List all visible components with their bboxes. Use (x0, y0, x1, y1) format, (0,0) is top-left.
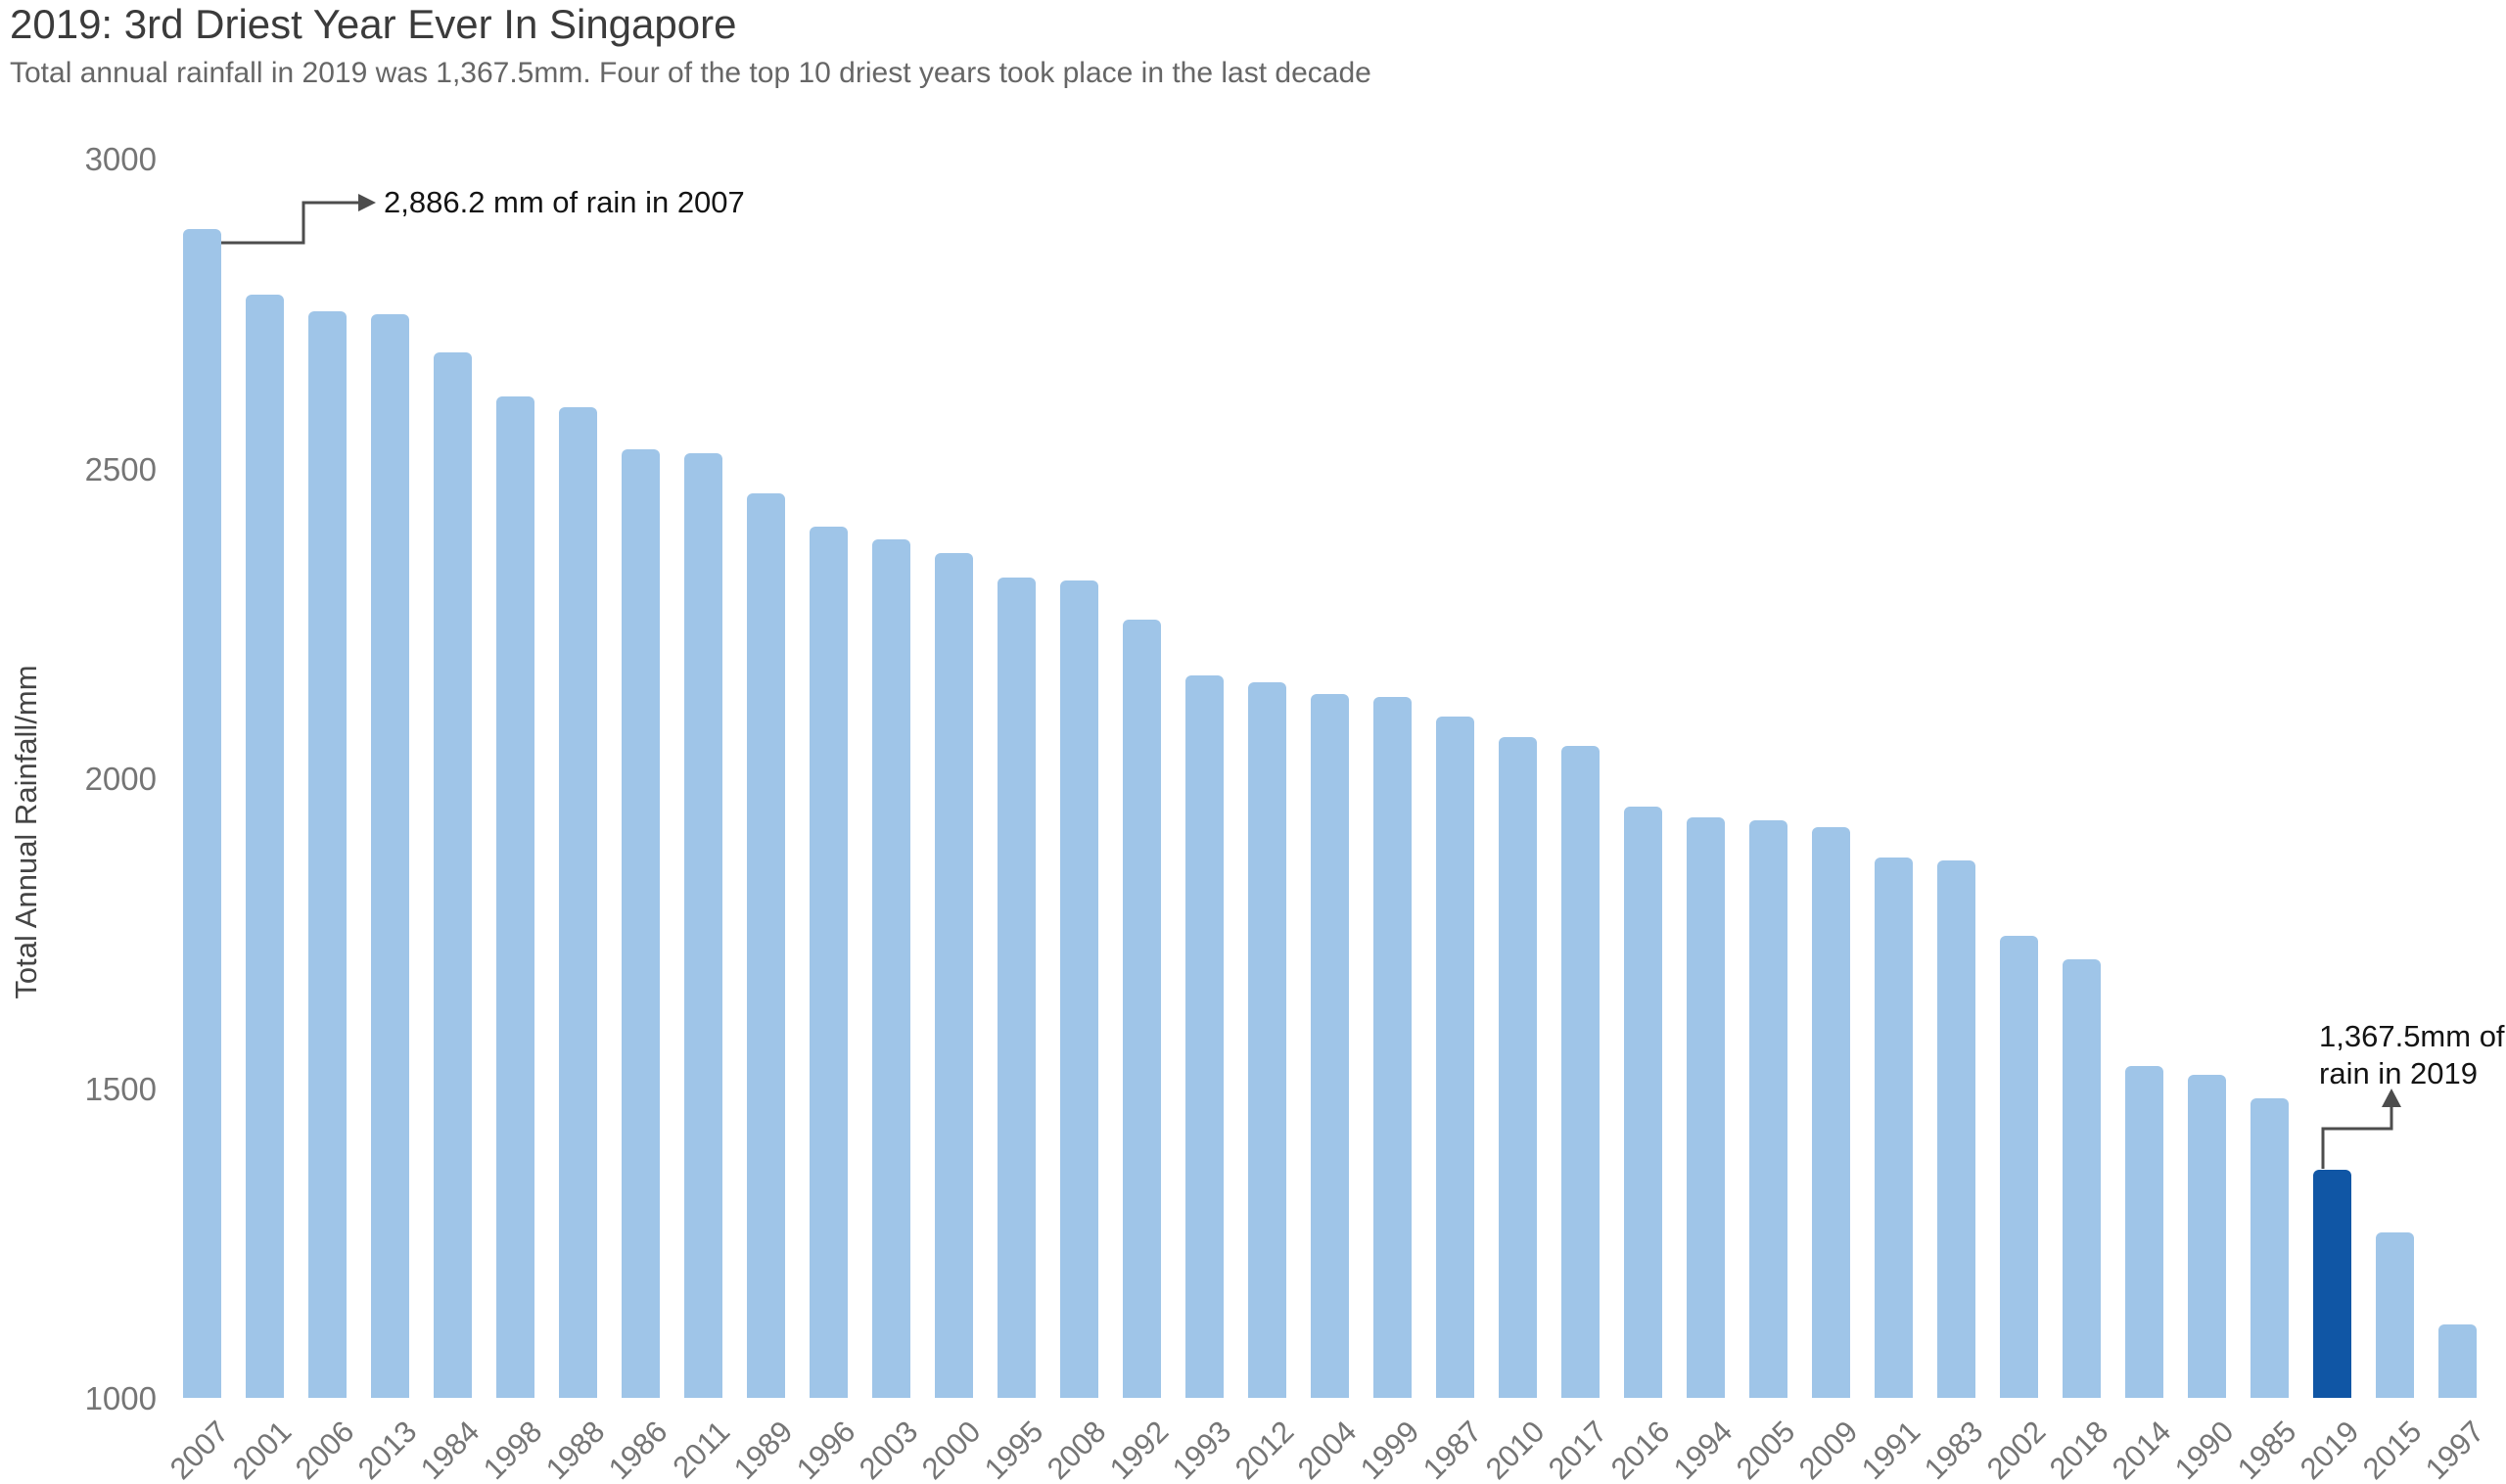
annotation-2019-label: 1,367.5mm of rain in 2019 (2319, 1018, 2505, 1092)
chart-title: 2019: 3rd Driest Year Ever In Singapore (10, 1, 737, 47)
x-tick-2019: 2019 (2293, 1414, 2365, 1484)
annotation-2019-line2: rain in 2019 (2319, 1056, 2479, 1090)
x-tick-1992: 1992 (1102, 1414, 1175, 1484)
x-tick-2002: 2002 (1979, 1414, 2052, 1484)
bar-2009 (1812, 827, 1850, 1398)
bar-2001 (246, 294, 284, 1398)
y-tick-2000: 2000 (84, 761, 157, 797)
bar-2013 (371, 314, 409, 1398)
x-tick-1983: 1983 (1917, 1414, 1989, 1484)
chart-subtitle: Total annual rainfall in 2019 was 1,367.… (10, 57, 1371, 89)
x-tick-1998: 1998 (476, 1414, 548, 1484)
x-tick-1991: 1991 (1854, 1414, 1926, 1484)
bar-2015 (2376, 1231, 2414, 1398)
bar-1996 (810, 527, 848, 1398)
annotation-arrow-2007 (221, 194, 376, 245)
x-tick-2018: 2018 (2042, 1414, 2114, 1484)
bar-2000 (935, 552, 973, 1398)
annotation-arrow-2019 (2321, 1089, 2401, 1169)
bar-2008 (1060, 580, 1098, 1398)
bar-1984 (434, 352, 472, 1398)
bar-2018 (2063, 959, 2101, 1398)
x-tick-1994: 1994 (1666, 1414, 1739, 1484)
bar-1987 (1436, 717, 1474, 1398)
bar-2005 (1749, 820, 1787, 1398)
x-tick-1984: 1984 (413, 1414, 486, 1484)
bar-1993 (1185, 675, 1224, 1398)
x-tick-2015: 2015 (2355, 1414, 2428, 1484)
y-axis-title-text: Total Annual Rainfall/mm (9, 665, 43, 999)
y-tick-1000: 1000 (84, 1380, 157, 1416)
x-tick-2008: 2008 (1040, 1414, 1112, 1484)
x-tick-2007: 2007 (162, 1414, 235, 1484)
bar-2002 (2000, 935, 2038, 1398)
y-tick-2500: 2500 (84, 450, 157, 487)
bar-1999 (1373, 697, 1412, 1398)
x-tick-2004: 2004 (1290, 1414, 1363, 1484)
x-tick-2003: 2003 (852, 1414, 924, 1484)
arrowhead-right-icon (358, 194, 376, 211)
x-tick-2013: 2013 (350, 1414, 423, 1484)
bar-1985 (2251, 1097, 2289, 1398)
x-tick-1999: 1999 (1353, 1414, 1425, 1484)
x-tick-2014: 2014 (2105, 1414, 2177, 1484)
x-tick-2000: 2000 (914, 1414, 987, 1484)
x-tick-1997: 1997 (2418, 1414, 2490, 1484)
annotation-2019-line1: 1,367.5mm of (2319, 1019, 2505, 1053)
bar-2019 (2313, 1170, 2351, 1398)
bar-2014 (2125, 1065, 2163, 1398)
bar-1995 (998, 577, 1036, 1398)
x-tick-1990: 1990 (2167, 1414, 2240, 1484)
bar-1988 (559, 406, 597, 1398)
bar-2010 (1499, 737, 1537, 1398)
x-tick-2005: 2005 (1729, 1414, 1801, 1484)
bar-2004 (1311, 693, 1349, 1398)
x-tick-2009: 2009 (1791, 1414, 1864, 1484)
bar-2016 (1624, 806, 1662, 1398)
x-tick-1989: 1989 (726, 1414, 799, 1484)
x-tick-2006: 2006 (288, 1414, 360, 1484)
x-tick-2001: 2001 (225, 1414, 298, 1484)
y-tick-1500: 1500 (84, 1070, 157, 1107)
bar-2012 (1248, 681, 1286, 1398)
bar-1983 (1937, 860, 1975, 1398)
annotation-2007-label: 2,886.2 mm of rain in 2007 (384, 185, 745, 219)
x-tick-1996: 1996 (789, 1414, 861, 1484)
bar-1992 (1123, 619, 1161, 1398)
bar-1997 (2438, 1323, 2477, 1398)
bar-2011 (684, 452, 722, 1398)
y-tick-3000: 3000 (84, 141, 157, 177)
x-tick-1988: 1988 (538, 1414, 611, 1484)
bar-2003 (872, 539, 910, 1398)
x-tick-2017: 2017 (1541, 1414, 1613, 1484)
x-tick-1995: 1995 (977, 1414, 1049, 1484)
bar-1989 (747, 493, 785, 1398)
x-tick-1993: 1993 (1165, 1414, 1237, 1484)
bar-2006 (308, 310, 347, 1398)
bar-2017 (1561, 746, 1600, 1398)
x-tick-1987: 1987 (1415, 1414, 1488, 1484)
x-tick-2010: 2010 (1478, 1414, 1551, 1484)
bar-1991 (1875, 858, 1913, 1398)
bar-2007 (183, 229, 221, 1398)
x-tick-1986: 1986 (601, 1414, 673, 1484)
x-tick-1985: 1985 (2230, 1414, 2302, 1484)
x-tick-2012: 2012 (1228, 1414, 1300, 1484)
bar-1986 (622, 448, 660, 1398)
bar-1998 (496, 396, 534, 1398)
x-tick-2016: 2016 (1603, 1414, 1676, 1484)
bar-1990 (2188, 1075, 2226, 1398)
bar-1994 (1687, 816, 1725, 1398)
x-tick-2011: 2011 (665, 1414, 736, 1484)
